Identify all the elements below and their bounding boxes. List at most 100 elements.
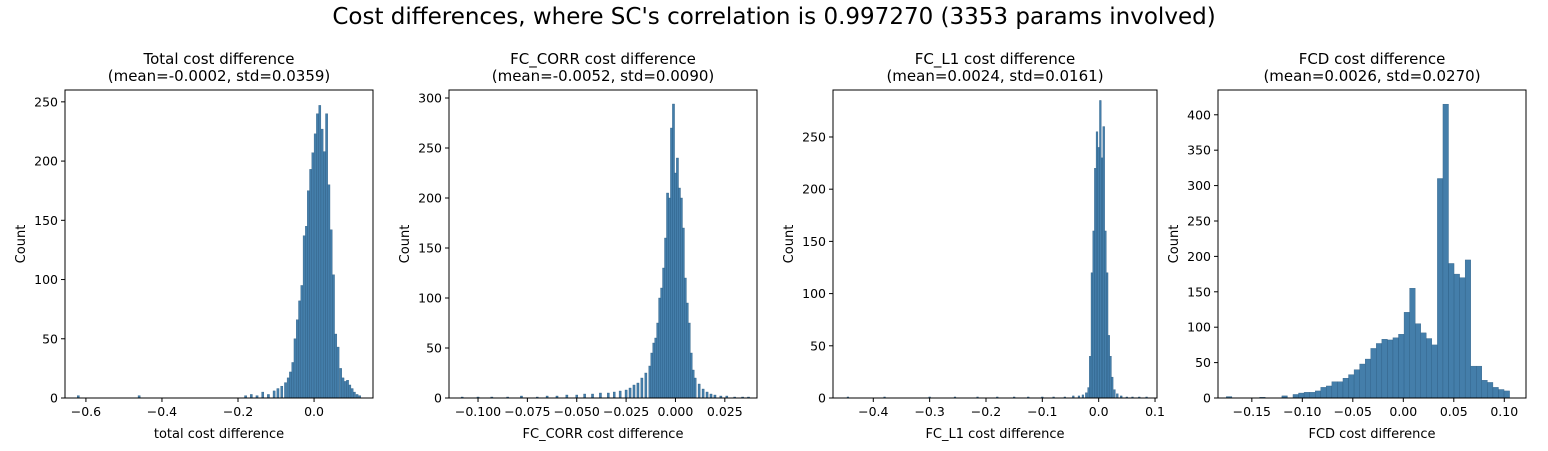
panel-subtitle: (mean=0.0026, std=0.0270) <box>1263 67 1480 85</box>
histogram-bar <box>343 381 347 399</box>
x-axis-label: FCD cost difference <box>1308 427 1435 442</box>
y-tick-label: 200 <box>802 182 826 197</box>
histogram-bar <box>1303 392 1310 399</box>
histogram-bar <box>320 128 324 399</box>
histogram-bar <box>302 235 306 399</box>
histogram-bar <box>1459 277 1466 399</box>
y-tick-label: 200 <box>418 191 442 206</box>
x-tick-label: −0.4 <box>147 404 177 419</box>
histogram-bar <box>1315 390 1321 399</box>
histogram-bar <box>636 382 640 399</box>
y-tick-label: 350 <box>1187 143 1211 158</box>
y-tick-label: 100 <box>34 272 58 287</box>
axes-frame <box>448 89 758 399</box>
histogram-bar <box>1492 387 1499 399</box>
histogram-bar <box>309 169 312 399</box>
y-tick-label: 250 <box>418 141 442 156</box>
y-axis-label: Count <box>1167 225 1182 264</box>
histogram-bar <box>250 394 253 399</box>
histogram-bar <box>1298 392 1305 399</box>
y-axis-label: Count <box>782 225 797 264</box>
histogram-bar <box>293 338 297 399</box>
histogram-bar <box>1337 381 1344 399</box>
x-tick-label: −0.10 <box>1283 404 1321 419</box>
histogram-panel-1: Total cost difference(mean=-0.0002, std=… <box>14 50 374 442</box>
histogram-bar <box>341 377 345 399</box>
figure-title: Cost differences, where SC's correlation… <box>332 4 1216 30</box>
histogram-bar <box>1342 377 1349 399</box>
histogram-bar <box>1111 376 1114 399</box>
axes-frame <box>832 89 1158 399</box>
y-tick-label: 50 <box>810 338 826 353</box>
histogram-bar <box>311 152 315 399</box>
axes-frame <box>64 89 374 399</box>
histogram-bar <box>350 388 354 399</box>
y-tick-label: 200 <box>34 154 58 169</box>
histogram-bar <box>1113 389 1116 399</box>
histogram-panel-4: FCD cost difference(mean=0.0026, std=0.0… <box>1167 50 1527 442</box>
x-tick-label: 0.10 <box>1490 404 1518 419</box>
histogram-bar <box>318 105 322 399</box>
histogram-bar <box>1353 369 1360 399</box>
histogram-bar <box>1431 344 1438 399</box>
axes-frame <box>1217 89 1527 399</box>
x-tick-label: −0.3 <box>914 404 944 419</box>
histogram-bar <box>607 392 610 399</box>
histogram-bar <box>1503 390 1510 399</box>
y-tick-label: 0 <box>818 391 826 406</box>
histogram-bar <box>1326 385 1333 399</box>
histogram-panel-3: FC_L1 cost difference(mean=0.0024, std=0… <box>782 50 1165 442</box>
histogram-bar <box>1426 338 1433 399</box>
x-tick-label: −0.6 <box>71 404 101 419</box>
histogram-bar <box>624 389 628 399</box>
x-axis-label: FC_L1 cost difference <box>925 427 1064 442</box>
y-tick-label: 100 <box>1187 320 1211 335</box>
x-tick-label: −0.1 <box>1027 404 1057 419</box>
histogram-bar <box>339 368 342 399</box>
histogram-bar <box>1448 263 1455 399</box>
histogram-bar <box>332 274 335 399</box>
histogram-bar <box>709 393 713 399</box>
histogram-bar <box>644 372 648 399</box>
x-tick-label: −0.075 <box>504 404 550 419</box>
histogram-bar <box>267 394 270 399</box>
y-axis-label: Count <box>14 225 29 264</box>
histogram-bar <box>334 333 338 399</box>
x-tick-label: −0.15 <box>1233 404 1271 419</box>
y-tick-label: 250 <box>34 94 58 109</box>
x-tick-label: 0.025 <box>707 404 743 419</box>
histogram-bar <box>1398 334 1405 399</box>
panel-title: FC_CORR cost difference <box>510 50 696 69</box>
histogram-bar <box>327 184 331 399</box>
histogram-bar <box>1331 381 1338 399</box>
histogram-bar <box>1409 288 1416 399</box>
y-tick-label: 50 <box>42 331 58 346</box>
histogram-bar <box>323 151 326 399</box>
panel-subtitle: (mean=-0.0002, std=0.0359) <box>108 67 331 85</box>
histogram-bar <box>1348 374 1355 399</box>
panel-title: FC_L1 cost difference <box>915 50 1075 69</box>
histogram-bar <box>276 388 280 399</box>
histogram-bar <box>353 391 356 399</box>
histogram-bar <box>316 113 319 399</box>
histogram-bar <box>1359 363 1366 399</box>
x-tick-label: −0.025 <box>603 404 649 419</box>
histogram-panel-2: FC_CORR cost difference(mean=-0.0052, st… <box>398 50 758 442</box>
panel-title: FCD cost difference <box>1299 50 1446 68</box>
histogram-bar <box>1403 312 1410 399</box>
histogram-bar <box>1414 323 1421 399</box>
histogram-bar <box>591 393 594 399</box>
y-tick-label: 50 <box>1195 355 1211 370</box>
histogram-bar <box>289 371 292 399</box>
y-tick-label: 0 <box>1203 391 1211 406</box>
histogram-bar <box>1387 339 1394 399</box>
histogram-bar <box>1365 358 1371 399</box>
histogram-bar <box>355 394 359 399</box>
y-tick-label: 150 <box>1187 284 1211 299</box>
histogram-bar <box>336 346 340 399</box>
histogram-bar <box>286 377 290 399</box>
y-tick-label: 150 <box>34 213 58 228</box>
y-tick-label: 200 <box>1187 249 1211 264</box>
histogram-bar <box>346 380 349 399</box>
panel-subtitle: (mean=0.0024, std=0.0161) <box>886 67 1103 85</box>
